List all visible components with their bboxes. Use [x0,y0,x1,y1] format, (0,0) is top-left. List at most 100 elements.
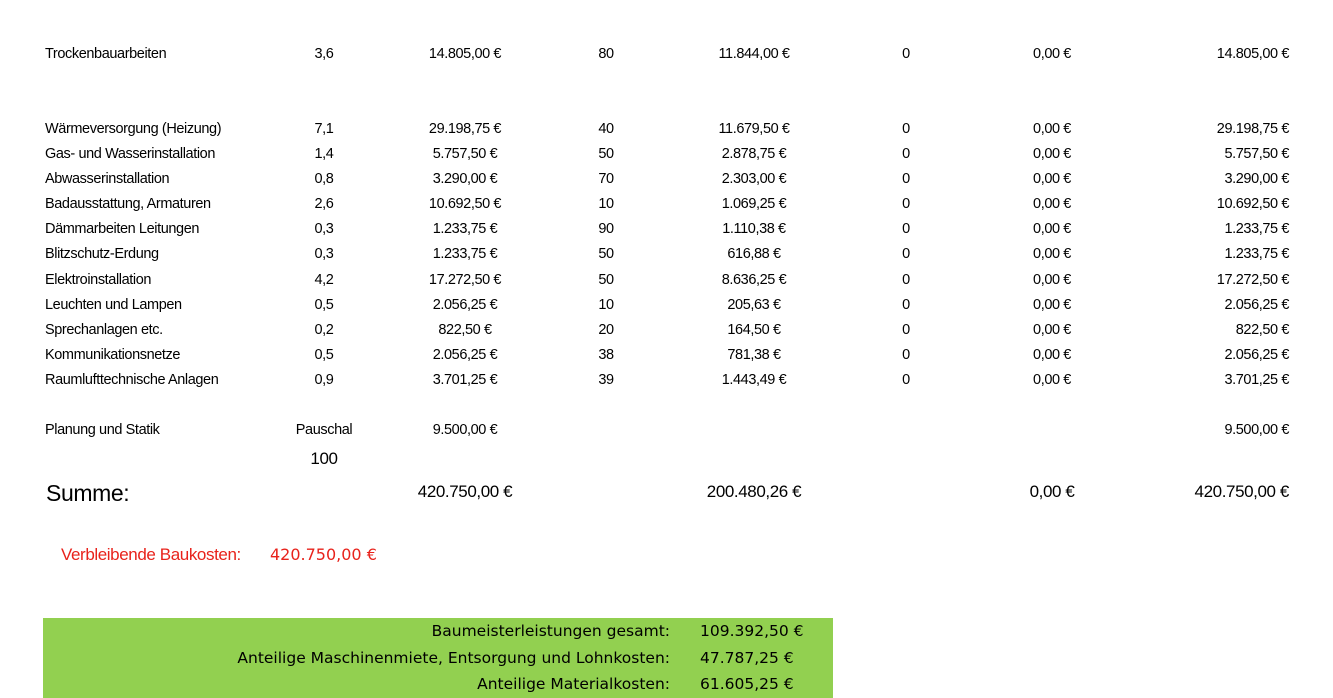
cell: 3.701,25 € [1224,372,1289,388]
cell: 0,00 € [1033,297,1071,313]
summary-label: Anteilige Materialkosten: [477,675,670,693]
cell: 0,00 € [1033,347,1071,363]
row-label: Summe: [46,480,130,506]
cell: 0,3 [314,221,334,237]
row-label: Raumlufttechnische Anlagen [45,372,219,388]
cell: 10.692,50 € [428,196,502,212]
cell: 0,00 € [1033,121,1071,137]
cell: 2.878,75 € [721,146,787,162]
cell: 0,00 € [1033,246,1071,262]
row-label: Sprechanlagen etc. [45,322,163,338]
cell: 1.233,75 € [432,246,498,262]
cell: 50 [598,146,614,162]
cell: 0 [902,221,910,237]
cell: 29.198,75 € [428,121,502,137]
row-label: Elektroinstallation [45,272,152,288]
cell: 29.198,75 € [1216,121,1290,137]
cell: 2,6 [314,196,334,212]
row-label: Blitzschutz-Erdung [45,246,159,262]
cell: 2.056,25 € [1224,297,1289,313]
cell: 0 [902,372,910,388]
cell: 0 [902,347,910,363]
cell: 1,4 [314,146,334,162]
cell: 0 [902,171,910,187]
cell: 38 [598,347,614,363]
cell: 2.303,00 € [721,171,787,187]
cell: 90 [598,221,614,237]
cell: 1.233,75 € [432,221,498,237]
cell: 9.500,00 € [432,422,498,438]
cell: 10.692,50 € [1216,196,1290,212]
row-label: Dämmarbeiten Leitungen [45,221,200,237]
cell: 0 [902,146,910,162]
cell: 781,38 € [727,347,781,363]
cell: 70 [598,171,614,187]
row-label: Abwasserinstallation [45,171,170,187]
cell: 616,88 € [727,246,781,262]
cell: 822,50 € [1235,322,1290,338]
cell: 164,50 € [727,322,781,338]
cell: 0 [902,246,910,262]
cell: 3.701,25 € [432,372,498,388]
cell: 0,5 [314,347,334,363]
cell: 0,00 € [1033,171,1071,187]
cell: 1.233,75 € [1224,246,1289,262]
cell: 0,8 [314,171,334,187]
cell: 0,2 [314,322,334,338]
cell: 0,3 [314,246,334,262]
row-label: Badausstattung, Armaturen [45,196,211,212]
cell: 0,00 € [1033,221,1071,237]
row-label: Gas- und Wasserinstallation [45,146,215,162]
cell: 200.480,26 € [706,482,802,501]
cell: 1.110,38 € [722,221,786,237]
cell: 822,50 € [438,322,492,338]
cell: 205,63 € [727,297,781,313]
cell: 4,2 [314,272,334,288]
cell: 17.272,50 € [428,272,502,288]
cell: 14.805,00 € [428,46,502,62]
cell: 11.844,00 € [718,46,790,62]
cell: 14.805,00 € [1216,46,1290,62]
cell: 40 [598,121,614,137]
cell: 8.636,25 € [721,272,787,288]
cell: 0 [902,272,910,288]
cell: 3,6 [314,46,334,62]
row-label: Leuchten und Lampen [45,297,182,313]
cell: 100 [310,449,338,468]
row-label: Planung und Statik [45,422,160,438]
cell: 0,00 € [1033,46,1071,62]
cell: 0 [902,322,910,338]
cell: 0,00 € [1033,196,1071,212]
cell: 1.233,75 € [1224,221,1289,237]
summary-value: 61.605,25 € [700,675,794,693]
summary-label: Baumeisterleistungen gesamt: [431,622,670,640]
cell: 39 [598,372,614,388]
cell: 0,00 € [1029,482,1075,501]
row-label: Trockenbauarbeiten [45,46,167,62]
cell: 2.056,25 € [432,297,498,313]
cell: 5.757,50 € [432,146,498,162]
cell: Pauschal [295,422,353,438]
cell: 17.272,50 € [1216,272,1290,288]
cell: 20 [598,322,614,338]
summary-value: 47.787,25 € [700,649,794,667]
cell: 0 [902,297,910,313]
remaining-label: Verbleibende Baukosten: [61,545,241,564]
row-label: Kommunikationsnetze [45,347,181,363]
cell: 420.750,00 € [1194,482,1290,501]
cell: 1.443,49 € [721,372,787,388]
cell: 0 [902,46,910,62]
cell: 10 [598,196,614,212]
cell: 0,9 [314,372,334,388]
cell: 2.056,25 € [1224,347,1289,363]
cell: 80 [598,46,614,62]
cell: 1.069,25 € [721,196,787,212]
cell: 0,00 € [1033,146,1071,162]
cell: 0,00 € [1033,322,1071,338]
cell: 11.679,50 € [718,121,790,137]
cell: 2.056,25 € [432,347,498,363]
cell: 5.757,50 € [1224,146,1289,162]
cell: 3.290,00 € [1224,171,1289,187]
row-label: Wärmeversorgung (Heizung) [45,121,222,137]
